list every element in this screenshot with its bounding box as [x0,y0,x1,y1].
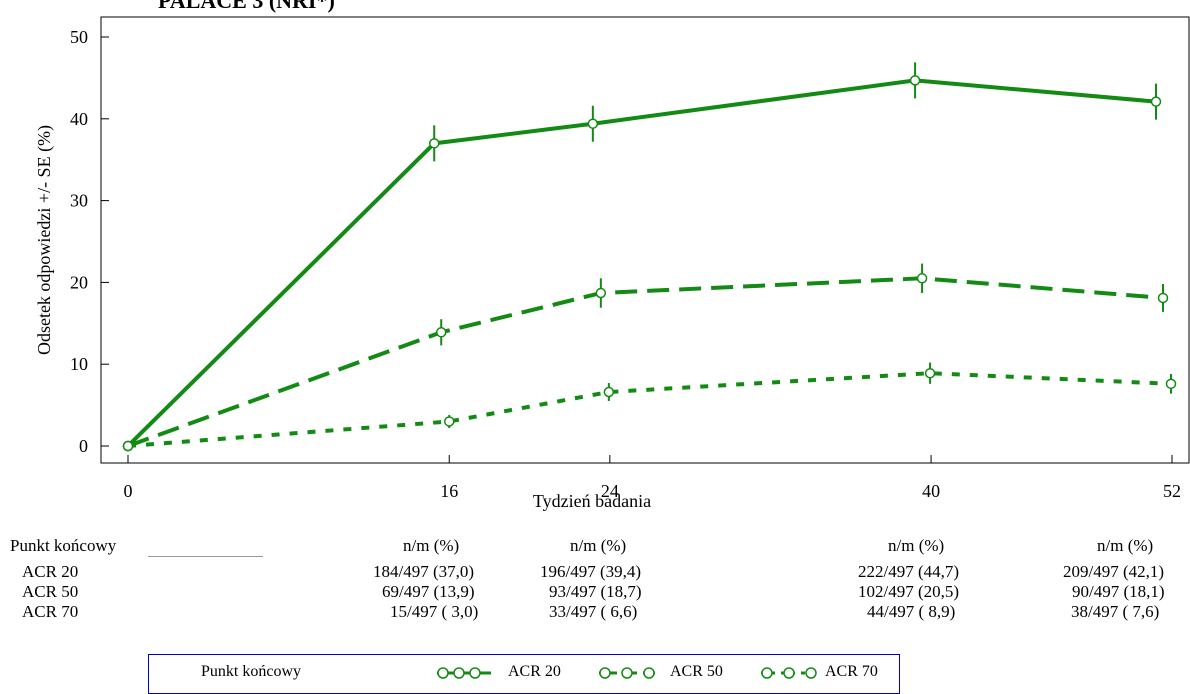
table-cell: 102/497 (20,5) [858,582,960,601]
table-cell: 93/497 (18,7) [549,582,642,601]
data-point [587,118,599,129]
chart-title: PALACE 3 (NRI*) [158,0,335,13]
x-tick-label: 16 [440,481,458,501]
table-header-rule [148,556,263,557]
table-header-label: Punkt końcowy [10,536,117,555]
table-col-header-24: n/m (%) [570,536,627,555]
table-cell: 38/497 ( 7,6) [1071,602,1160,621]
table-col-header-52: n/m (%) [1097,536,1154,555]
data-point [435,327,447,338]
table-cell: 222/497 (44,7) [858,562,960,581]
table-cell: 69/497 (13,9) [382,582,475,601]
data-point [595,287,607,299]
table-cell: 15/497 ( 3,0) [390,602,479,621]
chart: PALACE 3 (NRI*) 0 10 20 30 40 50 0 16 24 40 52 Od… [34,0,1190,511]
x-tick-label: 24 [601,481,619,501]
legend-label-acr70: ACR 70 [825,663,878,680]
legend: Punkt końcowy ACR 20 ACR 50 ACR 70 [148,654,900,694]
y-tick-label: 10 [70,354,88,374]
legend-title: Punkt końcowy [201,663,301,680]
data-point [924,367,936,379]
x-tick-label: 0 [124,481,133,501]
table-cell: 209/497 (42,1) [1063,562,1165,581]
table-cell: 196/497 (39,4) [540,562,642,581]
legend-swatch-acr50 [599,667,655,679]
series-line [127,276,1164,448]
y-tick-label: 50 [70,27,88,47]
x-axis: 0 16 24 40 52 [124,455,1181,501]
legend-swatch-acr70 [761,667,817,679]
legend-swatch-acr20 [437,667,491,679]
legend-label-acr20: ACR 20 [508,663,561,680]
data-point [1150,96,1162,107]
table-row-label: ACR 70 [22,602,79,621]
data-point [122,440,134,452]
table-col-header-16: n/m (%) [403,536,460,555]
y-tick-label: 20 [70,272,88,292]
data-point [1165,378,1177,390]
data-point [1157,292,1169,304]
x-tick-label: 52 [1163,481,1181,501]
table-row-label: ACR 50 [22,582,79,601]
table-row-label: ACR 20 [22,562,79,581]
y-tick-label: 40 [70,109,88,129]
table-col-header-40: n/m (%) [888,536,945,555]
data-point [909,75,921,86]
series-acr-50 [122,263,1169,452]
series-acr-70 [122,362,1177,452]
table-cell: 90/497 (18,1) [1072,582,1165,601]
legend-label-acr50: ACR 50 [670,663,723,680]
y-tick-label: 30 [70,191,88,211]
plot-frame [100,16,1190,464]
y-axis: 0 10 20 30 40 50 [70,27,109,456]
y-tick-label: 0 [79,436,88,456]
data-point [916,273,928,284]
x-tick-label: 40 [922,481,940,501]
data-point [428,138,440,149]
table-cell: 184/497 (37,0) [373,562,475,581]
data-point [603,386,615,398]
y-axis-label: Odsetek odpowiedzi +/- SE (%) [34,125,55,355]
table-cell: 33/497 ( 6,6) [549,602,638,621]
table-cell: 44/497 ( 8,9) [867,602,956,621]
series-layer [122,62,1177,452]
series-line [127,371,1172,448]
data-point [443,416,455,427]
x-axis-label: Tydzień badania [533,491,651,511]
